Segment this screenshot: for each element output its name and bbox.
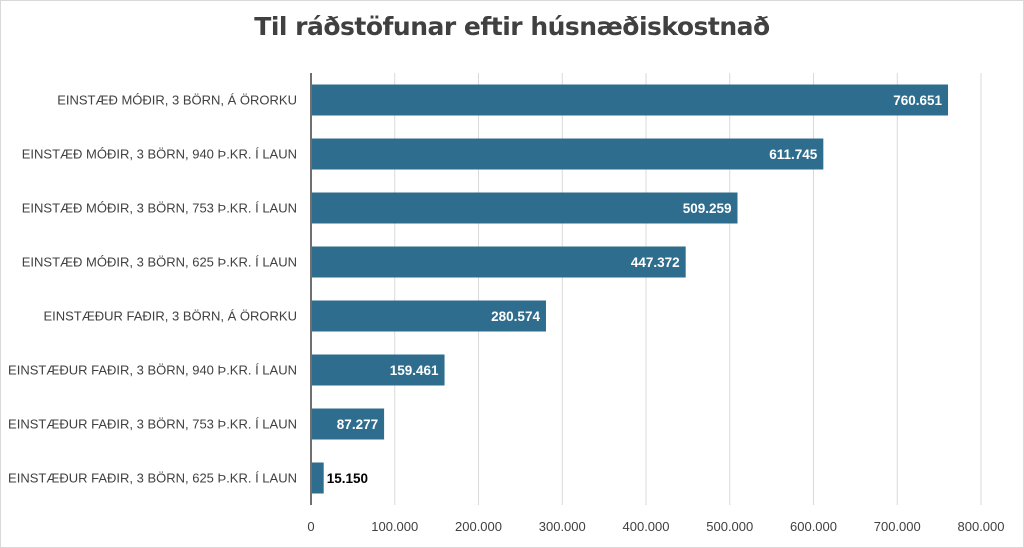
data-label: 280.574 [491,309,540,324]
chart-title: Til ráðstöfunar eftir húsnæðiskostnað [254,12,770,41]
x-tick-label: 600.000 [790,519,837,534]
category-label: EINSTÆÐ MÓÐIR, 3 BÖRN, 625 Þ.KR. Í LAUN [22,255,297,270]
bar [312,300,546,332]
data-label: 447.372 [631,255,680,270]
category-label: EINSTÆÐ MÓÐIR, 3 BÖRN, 940 Þ.KR. Í LAUN [22,147,297,162]
data-label: 509.259 [683,201,732,216]
bar [312,246,686,278]
x-tick-label: 200.000 [455,519,502,534]
category-label: EINSTÆÐUR FAÐIR, 3 BÖRN, 940 Þ.KR. Í LAU… [8,363,297,378]
bar [312,138,824,170]
data-label: 15.150 [327,471,368,486]
data-label: 760.651 [893,93,942,108]
bar [312,354,445,386]
bar [312,192,738,224]
bar [312,462,324,494]
data-label: 611.745 [769,147,818,162]
x-tick-label: 300.000 [539,519,586,534]
x-tick-label: 0 [307,519,314,534]
x-tick-label: 500.000 [706,519,753,534]
data-label: 159.461 [390,363,439,378]
category-label: EINSTÆÐ MÓÐIR, 3 BÖRN, 753 Þ.KR. Í LAUN [22,201,297,216]
x-tick-label: 800.000 [958,519,1005,534]
x-tick-label: 100.000 [371,519,418,534]
category-label: EINSTÆÐUR FAÐIR, 3 BÖRN, Á ÖRORKU [43,309,297,324]
bar [312,408,385,440]
data-label: 87.277 [337,417,378,432]
bar [312,84,949,116]
category-label: EINSTÆÐUR FAÐIR, 3 BÖRN, 625 Þ.KR. Í LAU… [8,471,297,486]
x-tick-label: 700.000 [874,519,921,534]
category-label: EINSTÆÐUR FAÐIR, 3 BÖRN, 753 Þ.KR. Í LAU… [8,417,297,432]
x-tick-label: 400.000 [623,519,670,534]
category-label: EINSTÆÐ MÓÐIR, 3 BÖRN, Á ÖRORKU [57,93,297,108]
